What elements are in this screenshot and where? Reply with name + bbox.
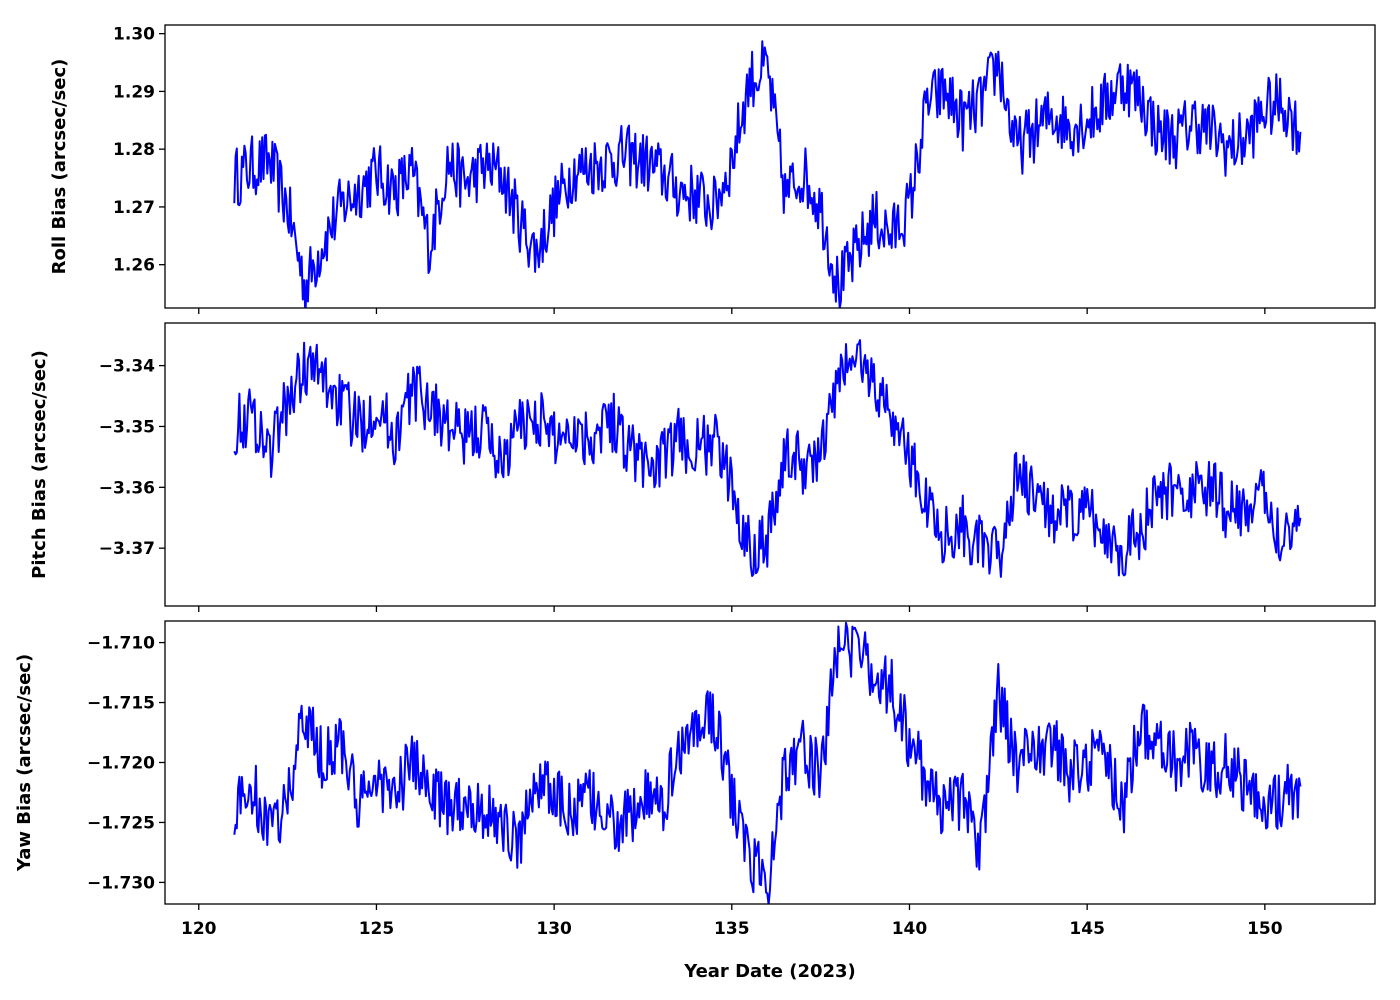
- yaw-panel: −1.730 −1.725 −1.720 −1.715 −1.710 Yaw Bias (…: [14, 620, 1376, 910]
- pitch-y-tick-label: −3.34: [99, 357, 155, 377]
- yaw-y-tick-label: −1.730: [87, 873, 155, 893]
- roll-y-tick-label: 1.27: [113, 198, 155, 218]
- x-axis: 120 125 130 135 140 145 150: [181, 919, 1283, 939]
- yaw-y-tick-label: −1.725: [87, 813, 155, 833]
- x-tick-label: 130: [536, 919, 572, 939]
- pitch-series-line: [233, 339, 1302, 578]
- roll-y-tick-label: 1.28: [113, 140, 155, 160]
- pitch-y-axis-title: Pitch Bias (arcsec/sec): [29, 350, 50, 579]
- roll-y-tick-label: 1.30: [113, 25, 155, 45]
- roll-y-tick-label: 1.29: [113, 82, 155, 102]
- x-tick-label: 135: [714, 919, 750, 939]
- roll-panel: 1.26 1.27 1.28 1.29 1.30 Roll Bias (arcsec/se…: [49, 24, 1376, 314]
- x-tick-label: 120: [181, 919, 217, 939]
- pitch-y-tick-label: −3.35: [99, 417, 155, 437]
- roll-y-axis-title: Roll Bias (arcsec/sec): [49, 59, 70, 275]
- pitch-y-tick-label: −3.36: [99, 478, 155, 498]
- yaw-y-axis-title: Yaw Bias (arcsec/sec): [14, 654, 35, 872]
- yaw-y-tick-label: −1.720: [87, 754, 155, 774]
- pitch-panel: −3.37 −3.36 −3.35 −3.34 Pitch Bias (arcsec/s…: [29, 322, 1376, 612]
- x-tick-label: 150: [1247, 919, 1283, 939]
- x-tick-label: 125: [359, 919, 395, 939]
- yaw-series-line: [233, 621, 1302, 904]
- pitch-y-tick-label: −3.37: [99, 539, 155, 559]
- roll-series-line: [233, 40, 1302, 308]
- roll-plot-frame: [164, 24, 1376, 309]
- pitch-plot-frame: [164, 322, 1376, 607]
- x-tick-label: 145: [1069, 919, 1105, 939]
- x-tick-label: 140: [892, 919, 928, 939]
- yaw-y-tick-label: −1.710: [87, 634, 155, 654]
- roll-y-tick-label: 1.26: [113, 256, 155, 276]
- yaw-y-tick-label: −1.715: [87, 694, 155, 714]
- x-axis-title: Year Date (2023): [683, 961, 856, 982]
